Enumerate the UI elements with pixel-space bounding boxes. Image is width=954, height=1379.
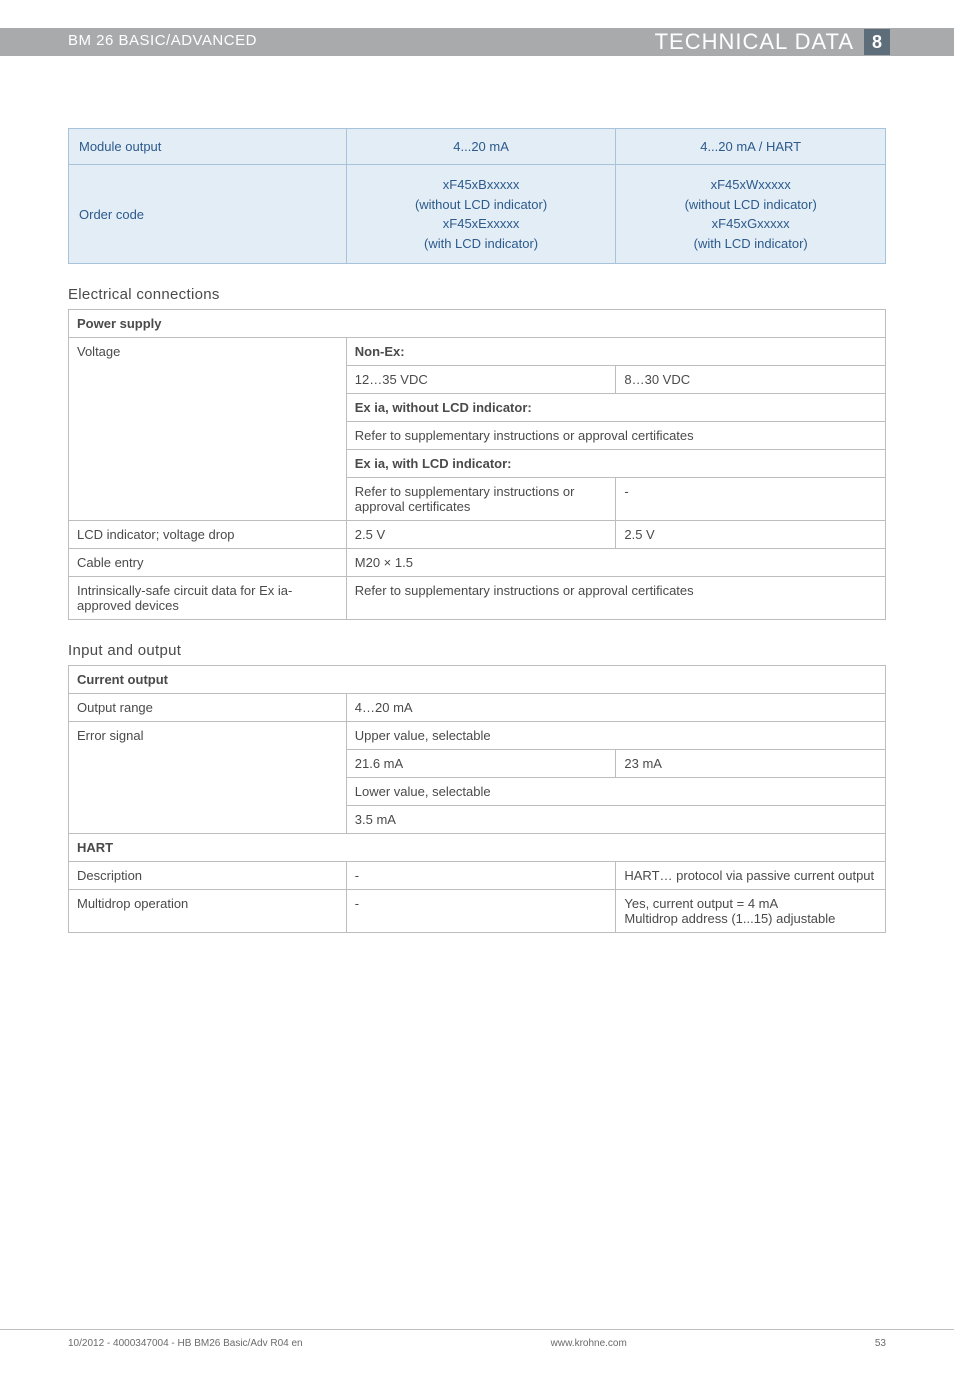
description-label: Description (69, 862, 347, 890)
lower-val: Lower value, selectable (346, 778, 885, 806)
header-title: TECHNICAL DATA (655, 29, 854, 55)
cell-4-20-hart: 4...20 mA / HART (616, 129, 886, 165)
v25a: 2.5 V (346, 521, 616, 549)
section-electrical: Electrical connections (68, 286, 886, 303)
cell-code-2: xF45xWxxxxx (without LCD indicator) xF45… (616, 165, 886, 264)
table-row: Current output (69, 666, 886, 694)
error-signal-label: Error signal (69, 722, 347, 834)
cell-4-20: 4...20 mA (346, 129, 616, 165)
refer-1: Refer to supplementary instructions or a… (346, 422, 885, 450)
cell-code-1: xF45xBxxxxx (without LCD indicator) xF45… (346, 165, 616, 264)
hart-header: HART (69, 834, 886, 862)
header-bar: BM 26 BASIC/ADVANCED TECHNICAL DATA 8 (0, 28, 954, 68)
multidrop-dash: - (346, 890, 616, 933)
multidrop-val: Yes, current output = 4 mA Multidrop add… (616, 890, 886, 933)
power-supply-header: Power supply (69, 310, 886, 338)
volt-b: 8…30 VDC (616, 366, 886, 394)
footer-inner: 10/2012 - 4000347004 - HB BM26 Basic/Adv… (0, 1338, 954, 1349)
io-table: Current output Output range 4…20 mA Erro… (68, 665, 886, 933)
voltage-label: Voltage (69, 338, 347, 521)
err3: 3.5 mA (346, 806, 885, 834)
cell-order-code: Order code (69, 165, 347, 264)
upper-val: Upper value, selectable (346, 722, 885, 750)
table-row: LCD indicator; voltage drop 2.5 V 2.5 V (69, 521, 886, 549)
ex-without-header: Ex ia, without LCD indicator: (346, 394, 885, 422)
footer-left: 10/2012 - 4000347004 - HB BM26 Basic/Adv… (68, 1338, 303, 1349)
table-row: HART (69, 834, 886, 862)
table-row: Order code xF45xBxxxxx (without LCD indi… (69, 165, 886, 264)
table-row: Cable entry M20 × 1.5 (69, 549, 886, 577)
v25b: 2.5 V (616, 521, 886, 549)
page-content: Module output 4...20 mA 4...20 mA / HART… (0, 68, 954, 933)
footer-center: www.krohne.com (551, 1338, 627, 1349)
refer-2: Refer to supplementary instructions or a… (346, 478, 616, 521)
err2: 23 mA (616, 750, 886, 778)
header-badge: 8 (864, 29, 890, 55)
table-row: Output range 4…20 mA (69, 694, 886, 722)
m20: M20 × 1.5 (346, 549, 885, 577)
header-left-text: BM 26 BASIC/ADVANCED (68, 32, 257, 49)
lcd-drop-label: LCD indicator; voltage drop (69, 521, 347, 549)
dash-1: - (616, 478, 886, 521)
output-range-val: 4…20 mA (346, 694, 885, 722)
table-row: Intrinsically-safe circuit data for Ex i… (69, 577, 886, 620)
refer-3: Refer to supplementary instructions or a… (346, 577, 885, 620)
output-range-label: Output range (69, 694, 347, 722)
intrinsic-label: Intrinsically-safe circuit data for Ex i… (69, 577, 347, 620)
cell-module-output: Module output (69, 129, 347, 165)
non-ex-header: Non-Ex: (346, 338, 885, 366)
table-row: Multidrop operation - Yes, current outpu… (69, 890, 886, 933)
desc-val: HART… protocol via passive current outpu… (616, 862, 886, 890)
header-right: TECHNICAL DATA 8 (655, 28, 890, 56)
table-row: Voltage Non-Ex: (69, 338, 886, 366)
electrical-table: Power supply Voltage Non-Ex: 12…35 VDC 8… (68, 309, 886, 620)
multidrop-label: Multidrop operation (69, 890, 347, 933)
err1: 21.6 mA (346, 750, 616, 778)
volt-a: 12…35 VDC (346, 366, 616, 394)
table-row: Error signal Upper value, selectable (69, 722, 886, 750)
ex-with-header: Ex ia, with LCD indicator: (346, 450, 885, 478)
table-row: Module output 4...20 mA 4...20 mA / HART (69, 129, 886, 165)
desc-dash: - (346, 862, 616, 890)
footer-right: 53 (875, 1338, 886, 1349)
current-output-header: Current output (69, 666, 886, 694)
table-row: Power supply (69, 310, 886, 338)
cable-entry-label: Cable entry (69, 549, 347, 577)
module-output-table: Module output 4...20 mA 4...20 mA / HART… (68, 128, 886, 264)
section-io: Input and output (68, 642, 886, 659)
page-footer: 10/2012 - 4000347004 - HB BM26 Basic/Adv… (0, 1329, 954, 1349)
table-row: Description - HART… protocol via passive… (69, 862, 886, 890)
